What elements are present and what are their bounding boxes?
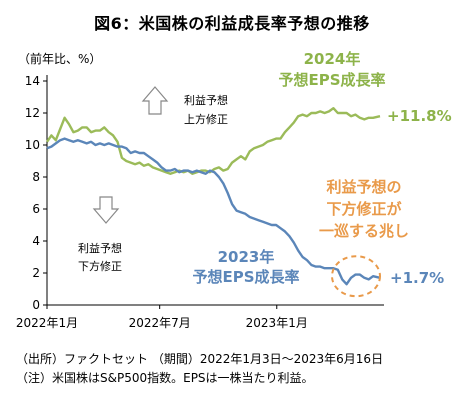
end-value-2023: +1.7%	[390, 269, 444, 287]
x-tick-label: 2023年1月	[246, 316, 308, 330]
series-label-2023-name: 予想EPS成長率	[192, 268, 299, 286]
annotation-downward-revision-line2: 下方修正が	[326, 200, 402, 218]
y-tick-label: 0	[32, 298, 40, 312]
upward-revision-label-line1: 利益予想	[184, 93, 228, 107]
y-tick-label: 2	[32, 266, 40, 280]
annotation-downward-revision-line3: 一巡する兆し	[319, 222, 409, 240]
y-tick-label: 6	[32, 202, 40, 216]
y-tick-label: 14	[25, 74, 40, 88]
series-label-2024-name: 予想EPS成長率	[278, 71, 385, 89]
downward-revision-label-line1: 利益予想	[78, 241, 122, 255]
y-tick-label: 4	[32, 234, 40, 248]
downward-arrow-icon	[92, 196, 120, 224]
series-line-2	[46, 137, 381, 286]
series-label-2024-year: 2024年	[304, 50, 361, 68]
x-tick-label: 2022年7月	[129, 316, 191, 330]
y-tick-label: 10	[25, 138, 40, 152]
chart-title: 図6：米国株の利益成長率予想の推移	[94, 14, 370, 33]
downward-revision-label-line2: 下方修正	[78, 259, 122, 273]
y-tick-label: 8	[32, 170, 40, 184]
x-tick-label: 2022年1月	[16, 316, 78, 330]
highlight-circle	[331, 255, 381, 298]
y-axis-unit-label: （前年比、%）	[18, 52, 102, 66]
source-note: （出所）ファクトセット （期間）2022年1月3日～2023年6月16日	[16, 352, 384, 366]
upward-revision-label-line2: 上方修正	[184, 112, 228, 126]
y-tick-label: 12	[25, 106, 40, 120]
annotation-downward-revision-line1: 利益予想の	[326, 178, 401, 196]
series-label-2023-year: 2023年	[218, 248, 275, 266]
end-value-2024: +11.8%	[387, 107, 452, 125]
upward-arrow-icon	[141, 86, 169, 115]
footnote: （注）米国株はS&P500指数。EPSは一株当たり利益。	[16, 371, 314, 385]
